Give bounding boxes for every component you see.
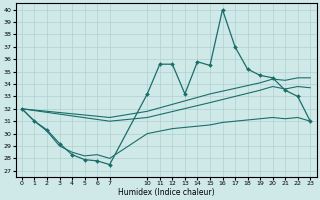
X-axis label: Humidex (Indice chaleur): Humidex (Indice chaleur) xyxy=(118,188,214,197)
